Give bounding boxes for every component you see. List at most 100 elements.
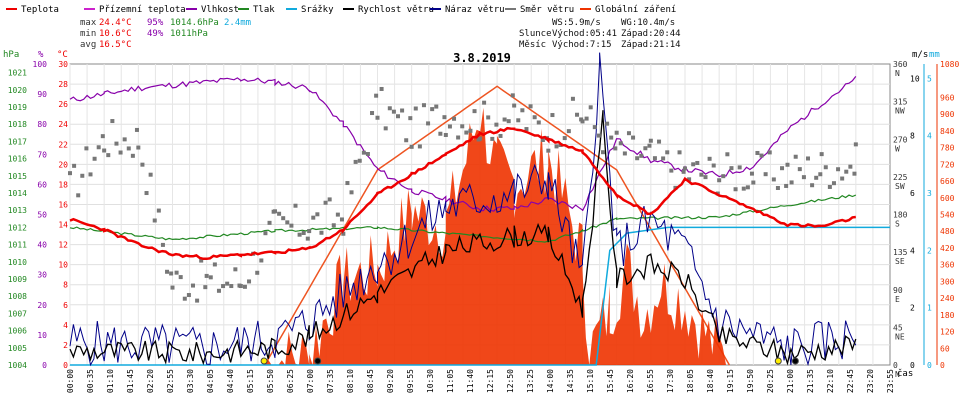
time-tick-label: 04:05 — [206, 369, 215, 393]
wind-direction-point — [301, 230, 306, 235]
wind-direction-point — [452, 116, 457, 121]
wind-direction-point — [827, 184, 832, 189]
wind-direction-point — [170, 285, 175, 290]
time-tick-label: 03:30 — [186, 369, 195, 393]
wind-direction-point — [498, 133, 503, 138]
wind-direction-point — [327, 197, 332, 202]
wind-direction-point — [305, 236, 310, 241]
legend-label: Teplota — [21, 5, 59, 15]
time-tick-label: 20:25 — [766, 369, 775, 393]
stat-max-label: max — [80, 18, 97, 28]
dir-tick-label: 0 — [893, 361, 898, 370]
wind-direction-point — [404, 138, 409, 143]
wind-direction-point — [80, 173, 85, 178]
wind-direction-point — [229, 284, 234, 289]
wind-direction-point — [751, 180, 756, 185]
stat-max-hum: 95% — [147, 18, 164, 28]
wind-direction-point — [823, 165, 828, 170]
legend-label: Náraz větru — [445, 5, 505, 15]
stat-wg: WG:10.4m/s — [621, 18, 675, 28]
time-tick-label: 11:05 — [446, 369, 455, 393]
wind-direction-point — [204, 273, 209, 278]
series-radiation — [264, 107, 730, 365]
wind-direction-point — [195, 298, 200, 303]
wind-direction-point — [789, 180, 794, 185]
wind-direction-point — [178, 275, 183, 280]
hpa-tick-label: 1016 — [8, 155, 27, 164]
dir-name-label: N — [895, 69, 900, 78]
dir-tick-label: 45 — [893, 323, 903, 332]
wind-direction-point — [122, 137, 127, 142]
wind-direction-point — [323, 200, 328, 205]
wind-direction-point — [203, 285, 208, 290]
time-tick-label: 17:30 — [666, 369, 675, 393]
hpa-tick-label: 1019 — [8, 103, 27, 112]
deg-tick-label: 16 — [58, 200, 68, 209]
time-tick-label: 02:20 — [146, 369, 155, 393]
time-tick-label: 21:35 — [806, 369, 815, 393]
wind-direction-point — [703, 175, 708, 180]
deg-tick-label: 6 — [63, 301, 68, 310]
wind-direction-point — [831, 181, 836, 186]
wind-direction-point — [707, 156, 712, 161]
hpa-tick-label: 1018 — [8, 120, 27, 129]
wind-direction-point — [136, 145, 141, 150]
deg-tick-label: 26 — [58, 100, 68, 109]
hpa-tick-label: 1005 — [8, 344, 27, 353]
wind-direction-point — [96, 145, 101, 150]
wind-direction-point — [840, 176, 845, 181]
wind-direction-point — [536, 120, 541, 125]
wind-direction-point — [695, 160, 700, 165]
time-tick-label: 16:20 — [626, 369, 635, 393]
wind-direction-point — [725, 152, 730, 157]
wind-direction-point — [216, 288, 221, 293]
rad-tick-label: 120 — [940, 328, 955, 337]
wind-direction-point — [443, 132, 448, 137]
deg-tick-label: 4 — [63, 321, 68, 330]
deg-tick-label: 30 — [58, 60, 68, 69]
rad-tick-label: 780 — [940, 144, 955, 153]
deg-tick-label: 20 — [58, 160, 68, 169]
time-tick-label: 00:00 — [66, 369, 75, 393]
time-tick-label: 05:15 — [246, 369, 255, 393]
pct-tick-label: 80 — [37, 120, 47, 129]
legend-label: Rychlost větru — [358, 5, 434, 15]
rad-tick-label: 240 — [940, 294, 955, 303]
wind-direction-point — [524, 127, 529, 132]
dir-name-label: SW — [895, 182, 905, 191]
wind-direction-point — [88, 172, 93, 177]
wind-direction-point — [100, 134, 105, 139]
rad-tick-label: 960 — [940, 93, 955, 102]
wind-direction-point — [426, 121, 431, 126]
wind-direction-point — [208, 275, 213, 280]
wind-direction-point — [460, 124, 465, 129]
rad-tick-label: 1080 — [940, 60, 959, 69]
wind-direction-point — [687, 177, 692, 182]
deg-tick-label: 18 — [58, 180, 68, 189]
rad-tick-label: 660 — [940, 177, 955, 186]
wind-direction-point — [681, 169, 686, 174]
wind-direction-point — [281, 216, 286, 221]
wind-direction-point — [110, 119, 115, 124]
wind-direction-point — [345, 181, 350, 186]
wind-direction-point — [516, 118, 521, 123]
wind-direction-point — [165, 269, 170, 274]
wind-direction-point — [375, 115, 380, 120]
wind-direction-point — [413, 106, 418, 111]
stat-min-temp: 10.6°C — [99, 29, 132, 39]
rad-tick-label: 540 — [940, 211, 955, 220]
stat-sun-set: Západ:20:44 — [621, 29, 681, 39]
rad-tick-label: 720 — [940, 160, 955, 169]
hpa-unit: hPa — [3, 50, 19, 60]
rad-tick-label: 600 — [940, 194, 955, 203]
wind-direction-point — [391, 109, 396, 114]
wind-direction-point — [430, 107, 435, 112]
wind-direction-point — [169, 271, 174, 276]
wind-tick-label: 8 — [910, 132, 915, 141]
time-tick-label: 09:55 — [406, 369, 415, 393]
wind-direction-point — [130, 153, 135, 158]
dir-tick-label: 180 — [893, 211, 908, 220]
wind-direction-point — [540, 138, 545, 143]
wind-direction-point — [652, 156, 657, 161]
dir-name-label: W — [895, 144, 900, 153]
